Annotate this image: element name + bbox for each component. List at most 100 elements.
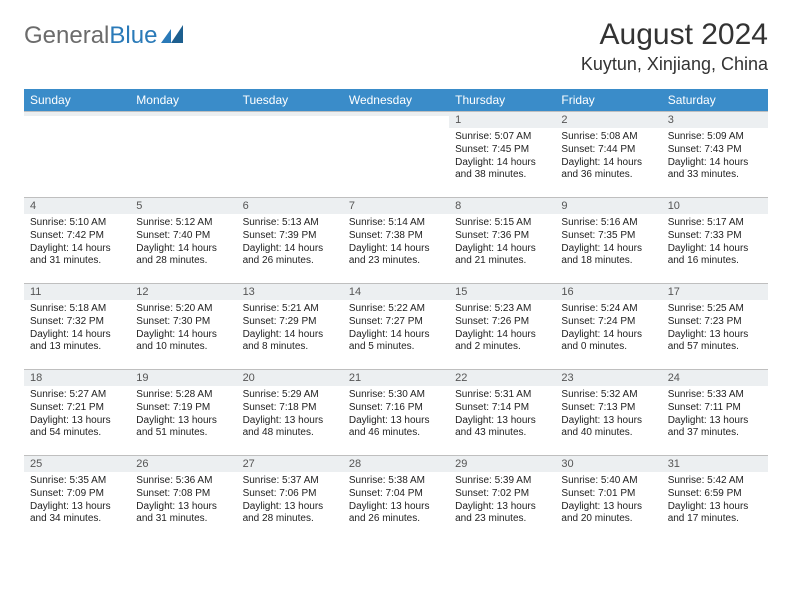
location-label: Kuytun, Xinjiang, China — [581, 54, 768, 75]
sunrise-text: Sunrise: 5:12 AM — [136, 217, 230, 230]
day-details — [237, 116, 343, 123]
day-details: Sunrise: 5:28 AMSunset: 7:19 PMDaylight:… — [130, 386, 236, 444]
day-details — [24, 116, 130, 123]
sunrise-text: Sunrise: 5:30 AM — [349, 389, 443, 402]
sunrise-text: Sunrise: 5:33 AM — [668, 389, 762, 402]
calendar-day-cell: 21Sunrise: 5:30 AMSunset: 7:16 PMDayligh… — [343, 370, 449, 456]
sunset-text: Sunset: 7:42 PM — [30, 230, 124, 243]
calendar-day-cell: 15Sunrise: 5:23 AMSunset: 7:26 PMDayligh… — [449, 284, 555, 370]
sunrise-text: Sunrise: 5:25 AM — [668, 303, 762, 316]
daylight-text: Daylight: 14 hours and 21 minutes. — [455, 243, 549, 269]
day-number: 23 — [555, 370, 661, 386]
daylight-text: Daylight: 14 hours and 16 minutes. — [668, 243, 762, 269]
brand-logo: GeneralBlue — [24, 22, 187, 50]
calendar-day-cell: 24Sunrise: 5:33 AMSunset: 7:11 PMDayligh… — [662, 370, 768, 456]
sunrise-text: Sunrise: 5:42 AM — [668, 475, 762, 488]
day-number: 4 — [24, 198, 130, 214]
sunrise-text: Sunrise: 5:17 AM — [668, 217, 762, 230]
day-details: Sunrise: 5:18 AMSunset: 7:32 PMDaylight:… — [24, 300, 130, 358]
calendar-day-cell: 7Sunrise: 5:14 AMSunset: 7:38 PMDaylight… — [343, 198, 449, 284]
sunrise-text: Sunrise: 5:31 AM — [455, 389, 549, 402]
day-details: Sunrise: 5:08 AMSunset: 7:44 PMDaylight:… — [555, 128, 661, 186]
sunrise-text: Sunrise: 5:35 AM — [30, 475, 124, 488]
sunset-text: Sunset: 7:06 PM — [243, 488, 337, 501]
calendar-day-cell: 6Sunrise: 5:13 AMSunset: 7:39 PMDaylight… — [237, 198, 343, 284]
calendar-day-cell: 23Sunrise: 5:32 AMSunset: 7:13 PMDayligh… — [555, 370, 661, 456]
weekday-header: Sunday — [24, 89, 130, 112]
weekday-header: Saturday — [662, 89, 768, 112]
calendar-day-cell: 11Sunrise: 5:18 AMSunset: 7:32 PMDayligh… — [24, 284, 130, 370]
daylight-text: Daylight: 14 hours and 26 minutes. — [243, 243, 337, 269]
daylight-text: Daylight: 14 hours and 2 minutes. — [455, 329, 549, 355]
sunrise-text: Sunrise: 5:39 AM — [455, 475, 549, 488]
day-number: 11 — [24, 284, 130, 300]
day-number: 1 — [449, 112, 555, 128]
sunset-text: Sunset: 7:24 PM — [561, 316, 655, 329]
calendar-week-row: 1Sunrise: 5:07 AMSunset: 7:45 PMDaylight… — [24, 112, 768, 198]
day-details: Sunrise: 5:37 AMSunset: 7:06 PMDaylight:… — [237, 472, 343, 530]
weekday-header: Tuesday — [237, 89, 343, 112]
day-details: Sunrise: 5:27 AMSunset: 7:21 PMDaylight:… — [24, 386, 130, 444]
calendar-day-cell: 16Sunrise: 5:24 AMSunset: 7:24 PMDayligh… — [555, 284, 661, 370]
sunset-text: Sunset: 7:16 PM — [349, 402, 443, 415]
calendar-day-cell: 27Sunrise: 5:37 AMSunset: 7:06 PMDayligh… — [237, 456, 343, 542]
day-details: Sunrise: 5:16 AMSunset: 7:35 PMDaylight:… — [555, 214, 661, 272]
daylight-text: Daylight: 13 hours and 48 minutes. — [243, 415, 337, 441]
calendar-day-cell: 8Sunrise: 5:15 AMSunset: 7:36 PMDaylight… — [449, 198, 555, 284]
daylight-text: Daylight: 14 hours and 18 minutes. — [561, 243, 655, 269]
sunrise-text: Sunrise: 5:15 AM — [455, 217, 549, 230]
day-number: 15 — [449, 284, 555, 300]
sunset-text: Sunset: 7:43 PM — [668, 144, 762, 157]
sunset-text: Sunset: 7:14 PM — [455, 402, 549, 415]
calendar-day-cell: 14Sunrise: 5:22 AMSunset: 7:27 PMDayligh… — [343, 284, 449, 370]
day-details: Sunrise: 5:14 AMSunset: 7:38 PMDaylight:… — [343, 214, 449, 272]
day-details: Sunrise: 5:29 AMSunset: 7:18 PMDaylight:… — [237, 386, 343, 444]
day-details — [343, 116, 449, 123]
sunset-text: Sunset: 7:38 PM — [349, 230, 443, 243]
brand-part1: General — [24, 22, 109, 50]
daylight-text: Daylight: 13 hours and 46 minutes. — [349, 415, 443, 441]
day-number: 29 — [449, 456, 555, 472]
day-details: Sunrise: 5:30 AMSunset: 7:16 PMDaylight:… — [343, 386, 449, 444]
day-details: Sunrise: 5:39 AMSunset: 7:02 PMDaylight:… — [449, 472, 555, 530]
weekday-header-row: Sunday Monday Tuesday Wednesday Thursday… — [24, 89, 768, 112]
daylight-text: Daylight: 13 hours and 17 minutes. — [668, 501, 762, 527]
day-number: 3 — [662, 112, 768, 128]
calendar-day-cell: 10Sunrise: 5:17 AMSunset: 7:33 PMDayligh… — [662, 198, 768, 284]
calendar-day-cell: 25Sunrise: 5:35 AMSunset: 7:09 PMDayligh… — [24, 456, 130, 542]
sunset-text: Sunset: 7:23 PM — [668, 316, 762, 329]
day-number: 8 — [449, 198, 555, 214]
sunrise-text: Sunrise: 5:36 AM — [136, 475, 230, 488]
day-details: Sunrise: 5:32 AMSunset: 7:13 PMDaylight:… — [555, 386, 661, 444]
sunrise-text: Sunrise: 5:10 AM — [30, 217, 124, 230]
daylight-text: Daylight: 13 hours and 28 minutes. — [243, 501, 337, 527]
calendar-week-row: 25Sunrise: 5:35 AMSunset: 7:09 PMDayligh… — [24, 456, 768, 542]
sunrise-text: Sunrise: 5:23 AM — [455, 303, 549, 316]
daylight-text: Daylight: 13 hours and 54 minutes. — [30, 415, 124, 441]
day-number: 13 — [237, 284, 343, 300]
day-number: 12 — [130, 284, 236, 300]
day-number: 17 — [662, 284, 768, 300]
day-number: 18 — [24, 370, 130, 386]
sunset-text: Sunset: 7:18 PM — [243, 402, 337, 415]
calendar-day-cell: 12Sunrise: 5:20 AMSunset: 7:30 PMDayligh… — [130, 284, 236, 370]
daylight-text: Daylight: 14 hours and 8 minutes. — [243, 329, 337, 355]
daylight-text: Daylight: 14 hours and 33 minutes. — [668, 157, 762, 183]
day-details: Sunrise: 5:40 AMSunset: 7:01 PMDaylight:… — [555, 472, 661, 530]
daylight-text: Daylight: 14 hours and 36 minutes. — [561, 157, 655, 183]
day-number: 2 — [555, 112, 661, 128]
calendar-week-row: 11Sunrise: 5:18 AMSunset: 7:32 PMDayligh… — [24, 284, 768, 370]
day-details: Sunrise: 5:23 AMSunset: 7:26 PMDaylight:… — [449, 300, 555, 358]
sunrise-text: Sunrise: 5:32 AM — [561, 389, 655, 402]
calendar-week-row: 18Sunrise: 5:27 AMSunset: 7:21 PMDayligh… — [24, 370, 768, 456]
daylight-text: Daylight: 13 hours and 43 minutes. — [455, 415, 549, 441]
day-number: 26 — [130, 456, 236, 472]
weekday-header: Wednesday — [343, 89, 449, 112]
daylight-text: Daylight: 13 hours and 31 minutes. — [136, 501, 230, 527]
month-title: August 2024 — [581, 18, 768, 52]
sunset-text: Sunset: 7:44 PM — [561, 144, 655, 157]
sunrise-text: Sunrise: 5:27 AM — [30, 389, 124, 402]
daylight-text: Daylight: 13 hours and 40 minutes. — [561, 415, 655, 441]
brand-part2: Blue — [109, 22, 157, 50]
daylight-text: Daylight: 14 hours and 0 minutes. — [561, 329, 655, 355]
